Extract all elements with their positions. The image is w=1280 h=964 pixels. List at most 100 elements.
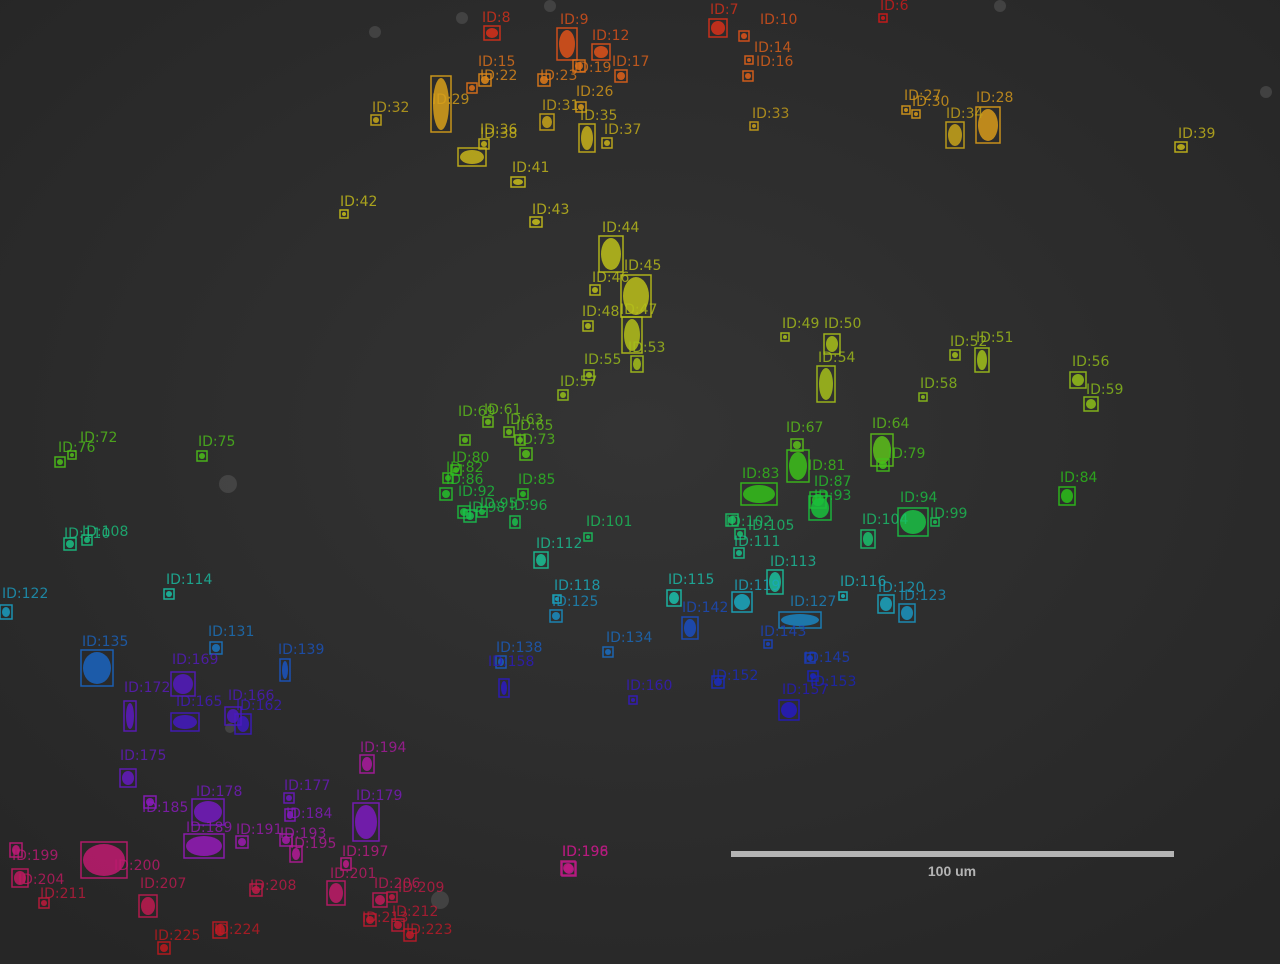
detection-label: ID:111 [734,534,780,550]
detection-label: ID:50 [824,316,861,332]
detection-label: ID:185 [142,800,188,816]
detection-blob [586,535,590,539]
detection-box [38,897,50,909]
detection: ID:50 [823,316,861,355]
detection-label: ID:76 [58,440,96,456]
detection-label: ID:9 [560,12,589,28]
detection: ID:118 [552,578,600,604]
detection-label: ID:67 [786,420,823,436]
detection-box [457,147,487,167]
detection-label: ID:57 [560,374,597,390]
detection-box [549,609,563,623]
detection-blob [481,141,487,147]
detection-blob [479,509,485,515]
detection-blob [1061,489,1073,503]
detection: ID:209 [386,880,444,903]
detection-label: ID:166 [228,688,274,704]
detection-blob [453,467,459,473]
scale-bar-label: 100 um [927,863,977,879]
detection-box [483,25,501,41]
detection-label: ID:7 [710,2,739,18]
detection-label: ID:157 [782,682,828,698]
detection: ID:43 [529,202,569,228]
detection-blob [766,642,770,646]
detection-blob [215,924,225,936]
detection-blob [460,150,484,164]
detection-box [1069,371,1087,389]
detection-box [123,700,137,732]
detection-blob [433,78,449,130]
detection-blob [977,350,987,370]
detection-label: ID:92 [458,484,495,500]
detection-box [157,941,171,955]
detection: ID:84 [1058,470,1098,506]
detection-blob [752,124,756,128]
detection-label: ID:85 [518,472,555,488]
detection: ID:175 [119,748,166,788]
detection: ID:76 [54,440,96,468]
detection-blob [585,323,591,329]
detection-box [517,488,529,500]
detection-label: ID:127 [790,594,836,610]
detection: ID:143 [760,624,806,649]
detection: ID:152 [711,668,758,689]
detection: ID:64 [870,416,910,467]
detection-blob [186,836,222,856]
detection-label: ID:35 [580,108,617,124]
detection: ID:63 [503,412,543,438]
detection-label: ID:152 [712,668,758,684]
detection-blob [1072,374,1084,386]
detection-label: ID:195 [290,836,336,852]
detection-blob [282,836,290,844]
cell-debris [369,26,381,38]
detection: ID:134 [602,630,652,658]
detection: ID:189 [183,820,232,859]
detection-label: ID:65 [516,418,553,434]
detection: ID:12 [591,28,629,61]
detection-box [808,495,832,521]
detection-blob [355,805,377,839]
detection-box [503,426,515,438]
detection-blob [900,510,926,534]
detection-box [786,449,810,483]
detection-box [731,591,753,613]
detections-layer: ID:6 ID:7 ID:8 ID:9 ID:10 ID:12 ID:14 ID:15 ID:1… [0,0,1215,955]
detection-box [766,569,784,595]
detection-blob [793,441,801,449]
detection-box [81,534,93,546]
detection-box [1058,486,1076,506]
detection: ID:104 [860,512,908,549]
detection-box [459,434,471,446]
detection-blob [238,838,246,846]
detection-blob [901,606,913,620]
detection-box [778,699,800,721]
detection-blob [921,395,925,399]
detection-label: ID:42 [340,194,377,210]
detection-blob [292,848,300,860]
detection-box [742,70,754,82]
detection-box [974,347,990,373]
detection: ID:207 [138,876,186,918]
detection: ID:208 [249,878,296,897]
detection-blob [462,437,468,443]
detection-box [778,611,822,629]
detection-label: ID:193 [280,826,326,842]
detection-box [949,349,961,361]
detection-box [326,880,346,906]
detection-label: ID:38 [480,126,517,142]
detection-label: ID:17 [612,54,649,70]
detection-blob [286,795,292,801]
detection-blob [536,554,546,566]
detection-label: ID:51 [976,330,1013,346]
detection-label: ID:225 [154,928,200,944]
detection-blob [501,681,507,695]
detection: ID:51 [974,330,1013,373]
detection-box [575,101,587,113]
detection-box [284,808,296,822]
detection-label: ID:6 [880,0,909,14]
detection-blob [126,703,134,729]
detection: ID:135 [80,634,128,687]
detection-box [537,73,551,87]
detection-label: ID:212 [392,904,438,920]
detection-blob [948,124,962,146]
